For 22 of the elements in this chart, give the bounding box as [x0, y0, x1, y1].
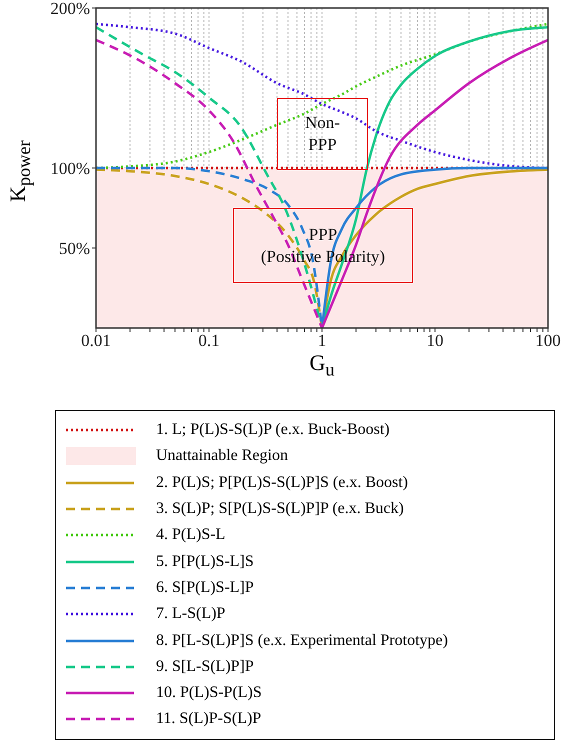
legend-label: 2. P(L)S; P[P(L)S-S(L)P]S (e.x. Boost) [156, 474, 408, 492]
x-tick-label: 0.01 [81, 331, 111, 350]
legend-label: 9. S[L-S(L)P]P [156, 658, 254, 676]
x-axis-title: G$_{u}$ [308, 350, 336, 380]
y-tick-label: 100% [50, 159, 90, 178]
legend-label: 3. S(L)P; S[P(L)S-S(L)P]P (e.x. Buck) [156, 500, 404, 518]
legend-label: 6. S[P(L)S-L]P [156, 578, 254, 597]
x-tick-label: 10 [426, 331, 444, 350]
legend-label: 7. L-S(L)P [156, 605, 226, 624]
legend-label: 10. P(L)S-P(L)S [156, 684, 262, 702]
y-tick-label: 50% [58, 239, 90, 258]
annotation: Non- PPP [305, 112, 340, 156]
x-tick-label: 0.1 [198, 331, 220, 350]
legend-label: 8. P[L-S(L)P]S (e.x. Experimental Prototype) [156, 632, 448, 650]
legend-label: 5. P[P(L)S-L]S [156, 552, 254, 571]
legend-label: 1. L; P(L)S-S(L)P (e.x. Buck-Boost) [156, 421, 390, 440]
x-tick-label: 1 [318, 331, 326, 350]
legend-label: 11. S(L)P-S(L)P [156, 710, 262, 728]
x-tick-label: 100 [535, 331, 561, 350]
y-tick-label: 200% [50, 0, 90, 18]
legend-label: Unattainable Region [156, 447, 288, 466]
legend-label: 4. P(L)S-L [156, 526, 226, 544]
